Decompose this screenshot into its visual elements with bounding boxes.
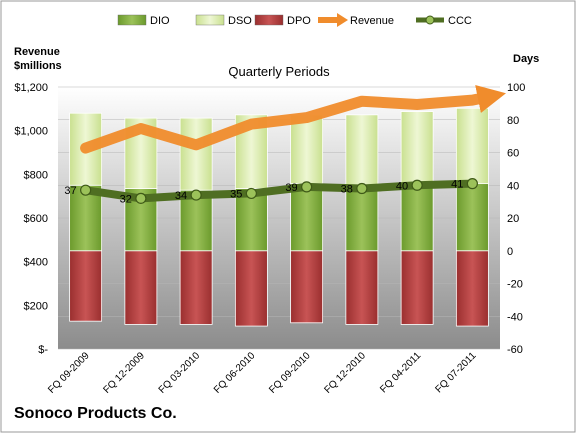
right-tick-label: -40: [507, 311, 523, 323]
left-tick-label: $1,000: [14, 126, 48, 138]
right-tick-label: -20: [507, 279, 523, 291]
revenue-line: [80, 84, 507, 154]
right-axis-ticks: -60 -40 -20 0 20 40 60 80 100: [507, 82, 525, 356]
right-tick-label: 60: [507, 148, 519, 160]
ccc-point: [356, 182, 368, 195]
ccc-point: [80, 184, 92, 196]
dio-bar: [455, 183, 489, 252]
right-tick-label: 80: [507, 115, 519, 127]
dpo-bar: [124, 250, 158, 325]
legend-label: DPO: [287, 15, 311, 27]
legend-swatch-arrowhead: [337, 13, 348, 27]
left-tick-label: $400: [24, 257, 48, 269]
ccc-data-label: 35: [230, 188, 242, 200]
right-tick-label: 20: [507, 213, 519, 225]
ccc-data-label: 32: [120, 193, 132, 205]
ccc-point: [135, 192, 147, 204]
chart-title: Quarterly Periods: [228, 64, 330, 79]
dpo-bar: [345, 250, 379, 325]
dio-bar: [69, 184, 103, 252]
legend-label: CCC: [448, 15, 472, 27]
dso-bar: [290, 114, 324, 185]
ccc-data-label: 38: [341, 184, 353, 196]
legend-label: DIO: [150, 15, 170, 27]
left-axis-title-line1: Revenue: [14, 46, 60, 58]
company-title: Sonoco Products Co.: [14, 405, 177, 422]
dio-bar: [290, 183, 324, 252]
dpo-bar: [290, 250, 324, 324]
legend-label: Revenue: [350, 15, 394, 27]
dso-bar: [179, 117, 213, 191]
dpo-bar: [455, 250, 489, 327]
ccc-data-label: 40: [396, 180, 408, 192]
legend: DIO DSO DPO Revenue CCC: [117, 13, 472, 27]
legend-swatch-marker: [425, 15, 435, 25]
left-tick-label: $-: [38, 344, 48, 356]
ccc-point: [301, 181, 313, 193]
dio-bar: [400, 183, 434, 252]
lines-group: 37 32 34 35 39 38 40 41: [64, 84, 507, 205]
ccc-data-label: 41: [451, 179, 463, 191]
ccc-point: [190, 189, 202, 201]
dpo-bar: [69, 250, 103, 322]
left-axis-ticks: $- $200 $400 $600 $800 $1,000 $1,200: [14, 82, 48, 356]
left-axis-title-line2: $millions: [14, 60, 62, 72]
right-tick-label: -60: [507, 344, 523, 356]
ccc-point: [411, 179, 423, 191]
ccc-data-label: 37: [64, 185, 76, 197]
ccc-point: [466, 178, 478, 190]
left-tick-label: $800: [24, 169, 48, 181]
ccc-line: [81, 179, 477, 203]
dpo-bar: [400, 250, 434, 325]
left-tick-label: $600: [24, 213, 48, 225]
left-tick-label: $200: [24, 300, 48, 312]
ccc-data-label: 39: [285, 182, 297, 194]
dpo-bar: [234, 250, 268, 327]
right-axis-title: Days: [513, 53, 539, 65]
legend-swatch: [117, 14, 147, 26]
right-tick-label: 100: [507, 82, 525, 94]
ccc-point: [245, 187, 257, 200]
legend-swatch: [195, 14, 225, 26]
ccc-data-label: 34: [175, 190, 187, 202]
dso-bar: [345, 114, 379, 186]
right-tick-label: 40: [507, 180, 519, 192]
legend-swatch: [254, 14, 284, 26]
dso-bar: [455, 107, 489, 185]
right-tick-label: 0: [507, 246, 513, 258]
dpo-bar: [179, 250, 213, 325]
dso-bar: [400, 111, 434, 185]
legend-label: DSO: [228, 15, 252, 27]
left-tick-label: $1,200: [14, 82, 48, 94]
